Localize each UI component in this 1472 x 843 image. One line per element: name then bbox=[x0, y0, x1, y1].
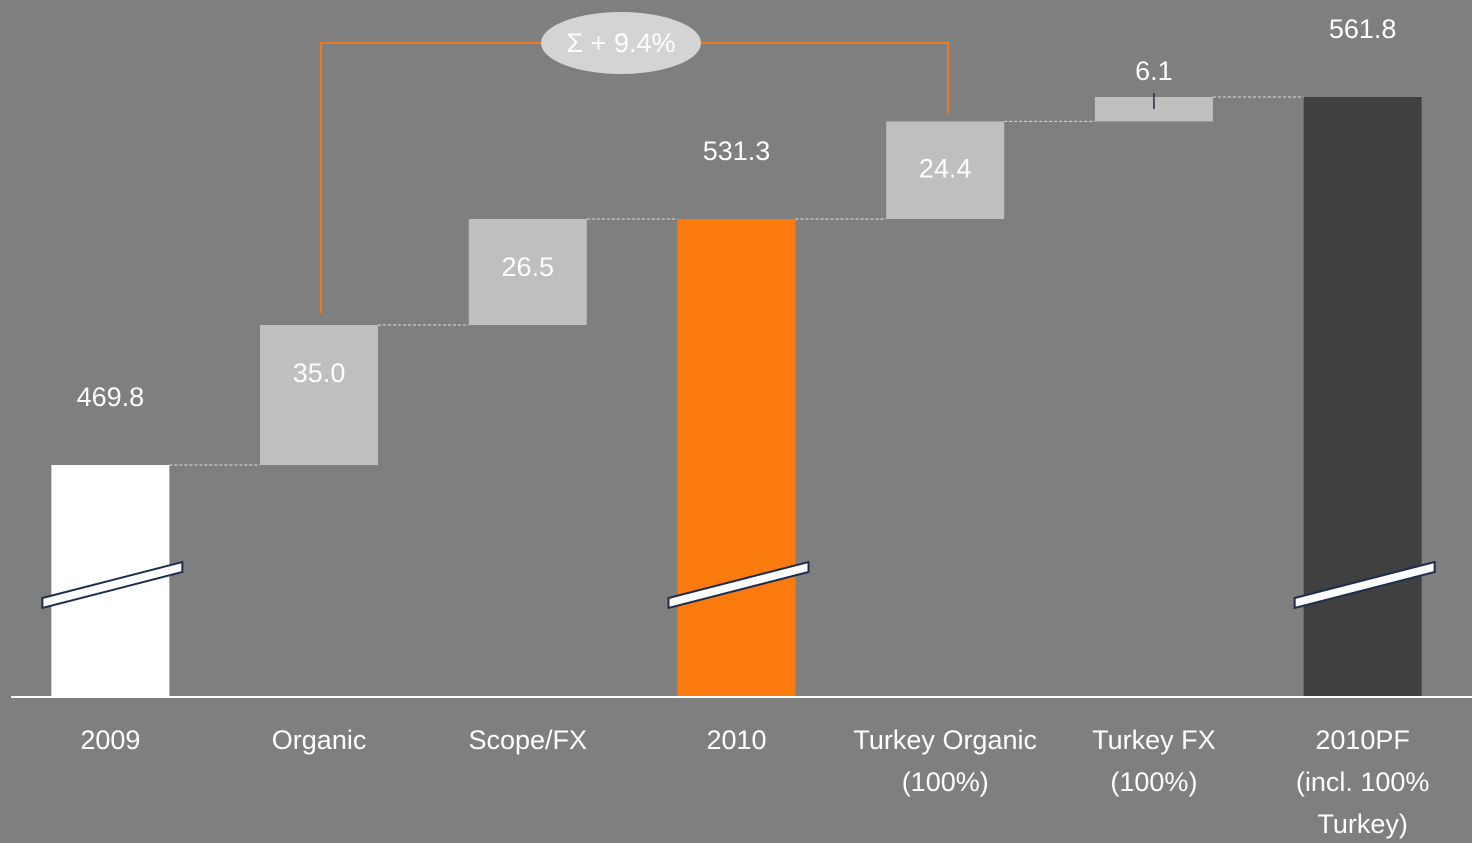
x-tick-label: 2010PF bbox=[1315, 725, 1410, 755]
bar bbox=[1303, 97, 1422, 697]
bar bbox=[886, 121, 1005, 219]
bracket bbox=[320, 42, 950, 313]
value-label: 469.8 bbox=[77, 382, 145, 412]
value-label: 26.5 bbox=[502, 252, 555, 282]
x-tick-label: Turkey FX bbox=[1092, 725, 1216, 755]
axis-break bbox=[1293, 560, 1436, 610]
axis-break bbox=[667, 560, 810, 610]
x-tick-label: Organic bbox=[272, 725, 367, 755]
x-tick-label: (incl. 100% bbox=[1296, 767, 1430, 797]
annotation-bubble bbox=[541, 12, 701, 74]
value-label: 561.8 bbox=[1329, 14, 1397, 44]
x-tick-label: Turkey) bbox=[1317, 809, 1408, 839]
x-tick-label: 2010 bbox=[706, 725, 766, 755]
x-tick-label: Turkey Organic bbox=[853, 725, 1037, 755]
bar bbox=[468, 219, 587, 325]
value-label: 24.4 bbox=[919, 153, 972, 183]
x-tick-label: Scope/FX bbox=[469, 725, 588, 755]
axis-break bbox=[41, 560, 184, 610]
x-tick-label: (100%) bbox=[902, 767, 989, 797]
bar bbox=[677, 219, 796, 697]
value-label: 531.3 bbox=[703, 136, 771, 166]
value-label: 35.0 bbox=[293, 358, 346, 388]
x-tick-label: (100%) bbox=[1110, 767, 1197, 797]
bar bbox=[260, 325, 379, 465]
x-tick-label: 2009 bbox=[80, 725, 140, 755]
value-label: 6.1 bbox=[1135, 56, 1173, 86]
annotation: Σ + 9.4% bbox=[566, 28, 675, 58]
